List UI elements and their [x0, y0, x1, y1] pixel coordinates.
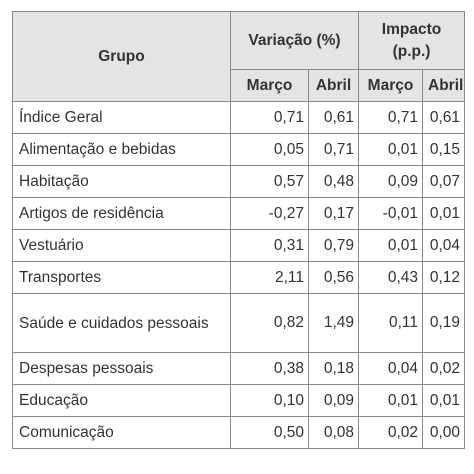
- impact-april-value: 0,61: [422, 101, 465, 134]
- variation-april-value: 0,09: [308, 384, 359, 417]
- group-name: Habitação: [12, 165, 231, 198]
- variation-march-value: 0,50: [230, 416, 309, 449]
- impact-april-value: 0,15: [422, 133, 465, 166]
- header-variation: Variação (%): [230, 11, 359, 70]
- table-header: Grupo Variação (%) Impacto (p.p.) Março …: [12, 11, 465, 102]
- table-row: Transportes 2,11 0,56 0,43 0,12: [12, 261, 465, 294]
- impact-april-value: 0,07: [422, 165, 465, 198]
- table-row: Alimentação e bebidas 0,05 0,71 0,01 0,1…: [12, 133, 465, 166]
- variation-march-value: -0,27: [230, 197, 309, 230]
- variation-march-value: 0,38: [230, 352, 309, 385]
- impact-april-value: 0,01: [422, 197, 465, 230]
- header-impact-march: Março: [358, 69, 423, 102]
- ipca-group-table: Grupo Variação (%) Impacto (p.p.) Março …: [12, 11, 465, 449]
- impact-april-value: 0,04: [422, 229, 465, 262]
- impact-april-value: 0,19: [422, 293, 465, 353]
- header-impact-april: Abril: [422, 69, 465, 102]
- table-row: Comunicação 0,50 0,08 0,02 0,00: [12, 416, 465, 449]
- variation-april-value: 1,49: [308, 293, 359, 353]
- header-variation-april: Abril: [308, 69, 359, 102]
- header-row-top: Grupo Variação (%) Impacto (p.p.): [12, 11, 465, 102]
- impact-march-value: 0,01: [358, 229, 423, 262]
- variation-april-value: 0,18: [308, 352, 359, 385]
- variation-april-value: 0,48: [308, 165, 359, 198]
- impact-april-value: 0,02: [422, 352, 465, 385]
- group-name: Artigos de residência: [12, 197, 231, 230]
- group-name: Transportes: [12, 261, 231, 294]
- impact-march-value: 0,09: [358, 165, 423, 198]
- impact-april-value: 0,01: [422, 384, 465, 417]
- impact-march-value: 0,02: [358, 416, 423, 449]
- table-row: Índice Geral 0,71 0,61 0,71 0,61: [12, 101, 465, 134]
- table-row: Despesas pessoais 0,38 0,18 0,04 0,02: [12, 352, 465, 385]
- table-body: Índice Geral 0,71 0,61 0,71 0,61 Aliment…: [12, 101, 465, 449]
- impact-march-value: -0,01: [358, 197, 423, 230]
- header-impact: Impacto (p.p.): [358, 11, 465, 70]
- header-variation-march: Março: [230, 69, 309, 102]
- variation-april-value: 0,79: [308, 229, 359, 262]
- header-impact-unit: (p.p.): [392, 42, 431, 60]
- variation-march-value: 2,11: [230, 261, 309, 294]
- variation-april-value: 0,61: [308, 101, 359, 134]
- impact-march-value: 0,11: [358, 293, 423, 353]
- table-row: Educação 0,10 0,09 0,01 0,01: [12, 384, 465, 417]
- impact-march-value: 0,43: [358, 261, 423, 294]
- variation-april-value: 0,17: [308, 197, 359, 230]
- group-name: Comunicação: [12, 416, 231, 449]
- group-name: Saúde e cuidados pessoais: [12, 293, 231, 353]
- impact-march-value: 0,01: [358, 133, 423, 166]
- group-name: Educação: [12, 384, 231, 417]
- group-name: Alimentação e bebidas: [12, 133, 231, 166]
- variation-march-value: 0,31: [230, 229, 309, 262]
- variation-april-value: 0,71: [308, 133, 359, 166]
- header-row-months: Março Abril Março Abril: [13, 69, 465, 102]
- header-group: Grupo: [12, 11, 231, 102]
- table-row: Habitação 0,57 0,48 0,09 0,07: [12, 165, 465, 198]
- group-name: Vestuário: [12, 229, 231, 262]
- variation-april-value: 0,08: [308, 416, 359, 449]
- header-impact-title: Impacto: [381, 20, 442, 38]
- table-row: Saúde e cuidados pessoais 0,82 1,49 0,11…: [12, 293, 465, 353]
- table-row: Artigos de residência -0,27 0,17 -0,01 0…: [12, 197, 465, 230]
- variation-march-value: 0,71: [230, 101, 309, 134]
- group-name: Despesas pessoais: [12, 352, 231, 385]
- variation-march-value: 0,82: [230, 293, 309, 353]
- impact-april-value: 0,12: [422, 261, 465, 294]
- variation-march-value: 0,57: [230, 165, 309, 198]
- impact-march-value: 0,71: [358, 101, 423, 134]
- variation-march-value: 0,10: [230, 384, 309, 417]
- group-name: Índice Geral: [12, 101, 231, 134]
- impact-march-value: 0,01: [358, 384, 423, 417]
- impact-april-value: 0,00: [422, 416, 465, 449]
- variation-march-value: 0,05: [230, 133, 309, 166]
- table-row: Vestuário 0,31 0,79 0,01 0,04: [12, 229, 465, 262]
- variation-april-value: 0,56: [308, 261, 359, 294]
- impact-march-value: 0,04: [358, 352, 423, 385]
